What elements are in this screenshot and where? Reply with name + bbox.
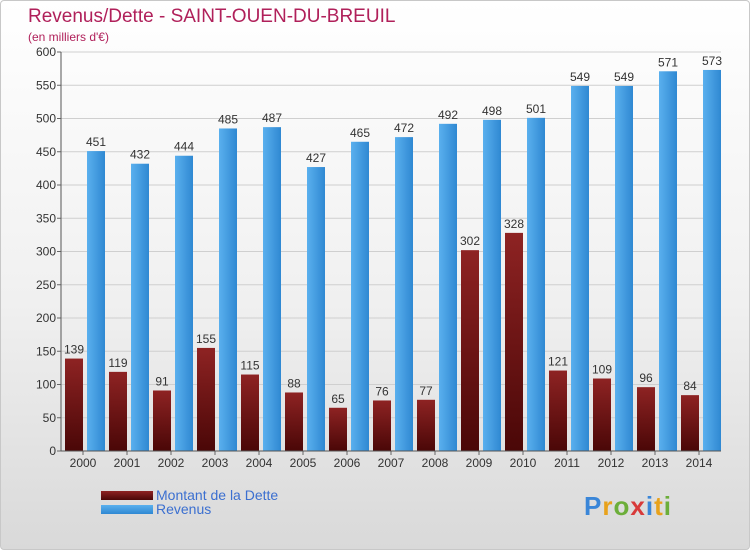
y-tick-label: 450: [36, 145, 56, 159]
bar-debt: [197, 347, 215, 451]
bar-debt: [153, 390, 171, 451]
bar-value-label-debt: 76: [375, 384, 389, 398]
bar-value-label-revenue: 501: [526, 102, 546, 116]
x-tick-label: 2013: [642, 456, 669, 470]
bar-value-label-debt: 91: [155, 374, 169, 388]
y-tick-label: 250: [36, 278, 56, 292]
bar-debt: [417, 399, 435, 451]
bar-value-label-revenue: 485: [218, 112, 238, 126]
bar-value-label-debt: 65: [331, 392, 345, 406]
bar-debt: [461, 250, 479, 451]
x-tick-label: 2010: [510, 456, 537, 470]
bar-value-label-revenue: 427: [306, 151, 326, 165]
y-tick-label: 600: [36, 45, 56, 59]
y-tick-label: 350: [36, 211, 56, 225]
y-tick-label: 0: [49, 444, 56, 458]
bar-revenue: [659, 71, 677, 451]
bar-revenue: [527, 117, 545, 452]
y-tick-label: 500: [36, 112, 56, 126]
bar-debt: [329, 407, 347, 451]
chart-subtitle: (en milliers d'€): [28, 30, 109, 44]
bar-value-label-revenue: 571: [658, 55, 678, 69]
bar-value-label-debt: 84: [683, 379, 697, 393]
bar-value-label-revenue: 451: [86, 135, 106, 149]
bar-debt: [549, 370, 567, 451]
bar-value-label-revenue: 432: [130, 148, 150, 162]
bar-debt: [373, 400, 391, 451]
bar-revenue: [131, 163, 149, 451]
bar-value-label-debt: 109: [592, 363, 612, 377]
bar-revenue: [263, 127, 281, 452]
bar-value-label-debt: 155: [196, 332, 216, 346]
x-tick-label: 2012: [598, 456, 625, 470]
legend-swatch-debt: [101, 491, 153, 500]
bar-value-label-revenue: 549: [570, 70, 590, 84]
bar-revenue: [703, 69, 721, 451]
bar-revenue: [439, 123, 457, 451]
bar-value-label-revenue: 472: [394, 121, 414, 135]
x-tick-label: 2014: [686, 456, 713, 470]
bar-revenue: [351, 141, 369, 451]
y-tick-label: 200: [36, 311, 56, 325]
bar-debt: [65, 358, 83, 451]
bar-debt: [109, 371, 127, 451]
bar-revenue: [219, 128, 237, 451]
bar-debt: [593, 378, 611, 451]
bar-revenue: [87, 151, 105, 451]
y-tick-label: 100: [36, 378, 56, 392]
bar-value-label-revenue: 549: [614, 70, 634, 84]
bar-revenue: [571, 85, 589, 451]
bar-value-label-debt: 115: [240, 359, 259, 373]
bar-value-label-revenue: 465: [350, 126, 370, 140]
bar-value-label-debt: 96: [639, 371, 653, 385]
bar-debt: [681, 395, 699, 451]
x-tick-label: 2011: [554, 456, 580, 470]
x-tick-label: 2005: [290, 456, 317, 470]
bar-debt: [241, 374, 259, 451]
x-tick-label: 2006: [334, 456, 361, 470]
bar-debt: [505, 232, 523, 451]
bar-revenue: [483, 119, 501, 451]
x-tick-label: 2008: [422, 456, 449, 470]
y-tick-label: 50: [43, 411, 57, 425]
chart-title: Revenus/Dette - SAINT-OUEN-DU-BREUIL: [28, 6, 396, 27]
y-tick-label: 150: [36, 344, 56, 358]
bar-value-label-debt: 302: [460, 234, 480, 248]
bar-revenue: [175, 155, 193, 452]
bar-value-label-debt: 328: [504, 217, 524, 231]
bar-value-label-revenue: 492: [438, 108, 458, 122]
x-tick-label: 2000: [70, 456, 97, 470]
bar-value-label-debt: 88: [287, 376, 301, 390]
bar-value-label-debt: 119: [108, 356, 127, 370]
bar-value-label-debt: 121: [548, 355, 568, 369]
bar-value-label-revenue: 573: [702, 54, 722, 68]
x-tick-label: 2009: [466, 456, 493, 470]
x-tick-label: 2002: [158, 456, 185, 470]
legend-swatch-revenue: [101, 505, 153, 514]
x-tick-label: 2003: [202, 456, 229, 470]
bar-value-label-revenue: 444: [174, 140, 194, 154]
bar-debt: [637, 387, 655, 451]
y-tick-label: 550: [36, 78, 56, 92]
x-tick-label: 2004: [246, 456, 273, 470]
bar-value-label-debt: 139: [64, 343, 84, 357]
bar-value-label-revenue: 487: [262, 111, 282, 125]
legend-label-revenue: Revenus: [156, 501, 212, 517]
x-tick-label: 2007: [378, 456, 405, 470]
bar-revenue: [615, 85, 633, 451]
bar-revenue: [307, 167, 325, 452]
bar-value-label-revenue: 498: [482, 104, 502, 118]
proxiti-logo: Proxiti: [584, 491, 672, 521]
y-tick-label: 300: [36, 245, 56, 259]
y-tick-label: 400: [36, 178, 56, 192]
bar-revenue: [395, 137, 413, 451]
legend-label-debt: Montant de la Dette: [156, 487, 279, 503]
bar-debt: [285, 392, 303, 451]
bar-value-label-debt: 77: [419, 384, 433, 398]
x-tick-label: 2001: [114, 456, 141, 470]
